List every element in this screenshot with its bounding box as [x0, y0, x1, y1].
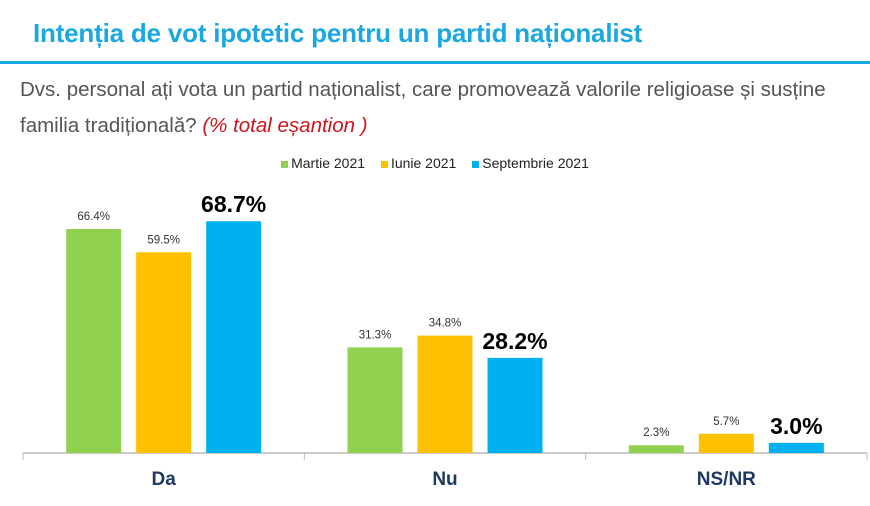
category-label: Nu — [432, 469, 457, 490]
category-label: NS/NR — [697, 469, 756, 490]
legend-swatch — [281, 160, 289, 168]
bar-iunie-2021 — [136, 252, 192, 453]
bar-martie-2021 — [66, 229, 122, 453]
bar-septembrie-2021 — [768, 442, 824, 453]
bar-martie-2021 — [347, 347, 403, 453]
legend-label: Martie 2021 — [291, 155, 366, 171]
question-note: (% total eșantion ) — [202, 114, 368, 137]
data-label: 34.8% — [429, 318, 462, 330]
title-divider — [0, 61, 870, 64]
data-label: 28.2% — [482, 328, 547, 354]
survey-question: Dvs. personal ați vota un partid naționa… — [20, 72, 870, 144]
bar-martie-2021 — [628, 445, 684, 453]
bar-septembrie-2021 — [206, 221, 262, 453]
category-label: Da — [152, 469, 177, 490]
data-label: 66.4% — [77, 211, 110, 223]
chart-legend: Martie 2021 Iunie 2021 Septembrie 2021 — [0, 155, 870, 171]
legend-item-septembrie: Septembrie 2021 — [472, 155, 589, 171]
legend-item-martie: Martie 2021 — [281, 155, 365, 171]
data-label: 3.0% — [770, 413, 822, 439]
data-label: 2.3% — [643, 427, 669, 439]
bar-iunie-2021 — [698, 433, 754, 453]
question-text: Dvs. personal ați vota un partid naționa… — [20, 78, 826, 137]
legend-item-iunie: Iunie 2021 — [380, 155, 457, 171]
legend-swatch — [472, 160, 480, 168]
bar-iunie-2021 — [417, 335, 473, 453]
slide-title: Intenția de vot ipotetic pentru un parti… — [33, 18, 643, 48]
data-label: 31.3% — [359, 329, 392, 341]
legend-label: Iunie 2021 — [390, 155, 457, 171]
legend-swatch — [380, 160, 388, 168]
data-label: 5.7% — [713, 416, 739, 428]
legend-label: Septembrie 2021 — [482, 155, 589, 171]
data-label: 59.5% — [147, 234, 180, 246]
data-label: 68.7% — [201, 191, 266, 217]
bar-septembrie-2021 — [487, 357, 543, 453]
